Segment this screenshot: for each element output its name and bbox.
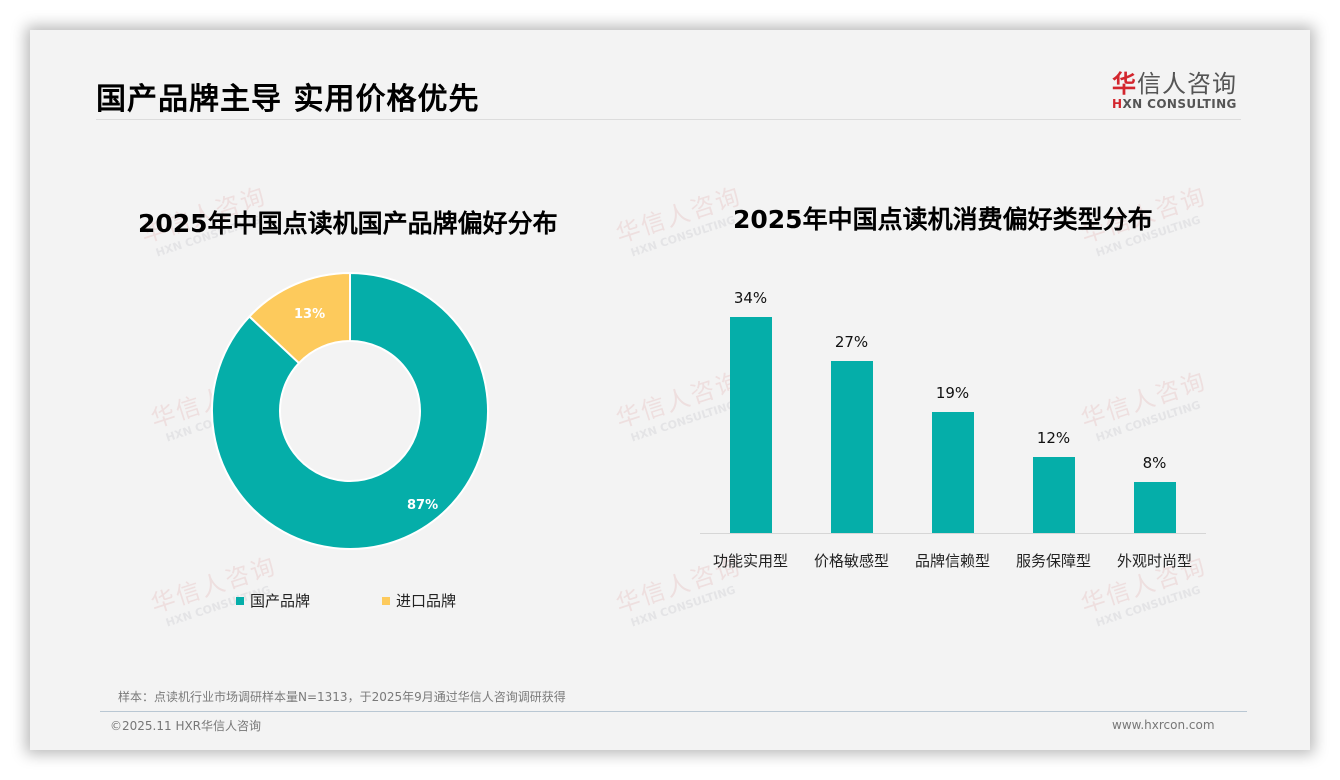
footer-divider — [100, 711, 1247, 712]
donut-legend: 国产品牌 进口品牌 — [236, 590, 528, 611]
title-divider — [96, 119, 1241, 120]
legend-label: 进口品牌 — [396, 592, 457, 610]
donut-svg — [211, 271, 489, 550]
bar-category-label: 服务保障型 — [1015, 552, 1091, 570]
bar-category-label: 品牌信赖型 — [914, 552, 990, 570]
bar-value-label: 12% — [1036, 429, 1071, 447]
bar-value-label: 27% — [834, 333, 869, 351]
bar-column: 8% 外观时尚型 — [1104, 270, 1205, 570]
x-axis-line — [700, 533, 1206, 534]
company-logo: 华信人咨询 HXN CONSULTING — [1112, 64, 1242, 111]
donut-slice-imported — [247, 271, 351, 365]
bar-category-label: 价格敏感型 — [813, 552, 889, 570]
bar-column: 12% 服务保障型 — [1003, 270, 1104, 570]
donut-label-imported: 13% — [294, 307, 326, 322]
bar-column: 27% 价格敏感型 — [801, 270, 902, 570]
bar-category-label: 功能实用型 — [712, 552, 788, 570]
page-title: 国产品牌主导 实用价格优先 — [96, 82, 480, 117]
bar-chart-title: 2025年中国点读机消费偏好类型分布 — [733, 205, 1153, 234]
donut-slice-domestic — [211, 271, 489, 550]
logo-mark: 华 — [1112, 70, 1137, 98]
legend-item-domestic: 国产品牌 — [236, 590, 382, 611]
bar — [831, 361, 873, 533]
slide: 国产品牌主导 实用价格优先 华信人咨询 HXN CONSULTING 华信人咨询… — [30, 30, 1310, 750]
bar-category-label: 外观时尚型 — [1116, 552, 1192, 570]
donut-chart: 87% 13% — [211, 271, 489, 550]
logo-chinese: 华信人咨询 — [1112, 64, 1242, 99]
bar-column: 19% 品牌信赖型 — [902, 270, 1003, 570]
logo-en-name: XN CONSULTING — [1122, 97, 1237, 111]
bar-chart: 34% 功能实用型 27% 价格敏感型 19% 品牌信赖型 12% 服务保障型 8% 外观时尚型 — [700, 270, 1206, 570]
donut-chart-title: 2025年中国点读机国产品牌偏好分布 — [138, 209, 558, 238]
bar — [730, 317, 772, 533]
logo-en-mark: H — [1112, 97, 1123, 111]
logo-english: HXN CONSULTING — [1112, 97, 1242, 111]
bar-value-label: 19% — [935, 384, 970, 402]
logo-name: 信人咨询 — [1137, 70, 1237, 98]
sample-note: 样本：点读机行业市场调研样本量N=1313，于2025年9月通过华信人咨询调研获… — [118, 690, 566, 704]
bar — [932, 412, 974, 533]
website-link[interactable]: www.hxrcon.com — [1112, 718, 1215, 732]
legend-swatch-teal — [236, 596, 244, 605]
legend-swatch-yellow — [382, 596, 390, 605]
donut-label-domestic: 87% — [407, 498, 439, 513]
copyright: ©2025.11 HXR华信人咨询 — [110, 719, 262, 733]
bar — [1033, 457, 1075, 533]
legend-item-imported: 进口品牌 — [382, 590, 528, 611]
legend-label: 国产品牌 — [250, 592, 311, 610]
bar — [1134, 482, 1176, 533]
bar-value-label: 8% — [1142, 454, 1167, 472]
bar-value-label: 34% — [733, 289, 768, 307]
bar-column: 34% 功能实用型 — [700, 270, 801, 570]
